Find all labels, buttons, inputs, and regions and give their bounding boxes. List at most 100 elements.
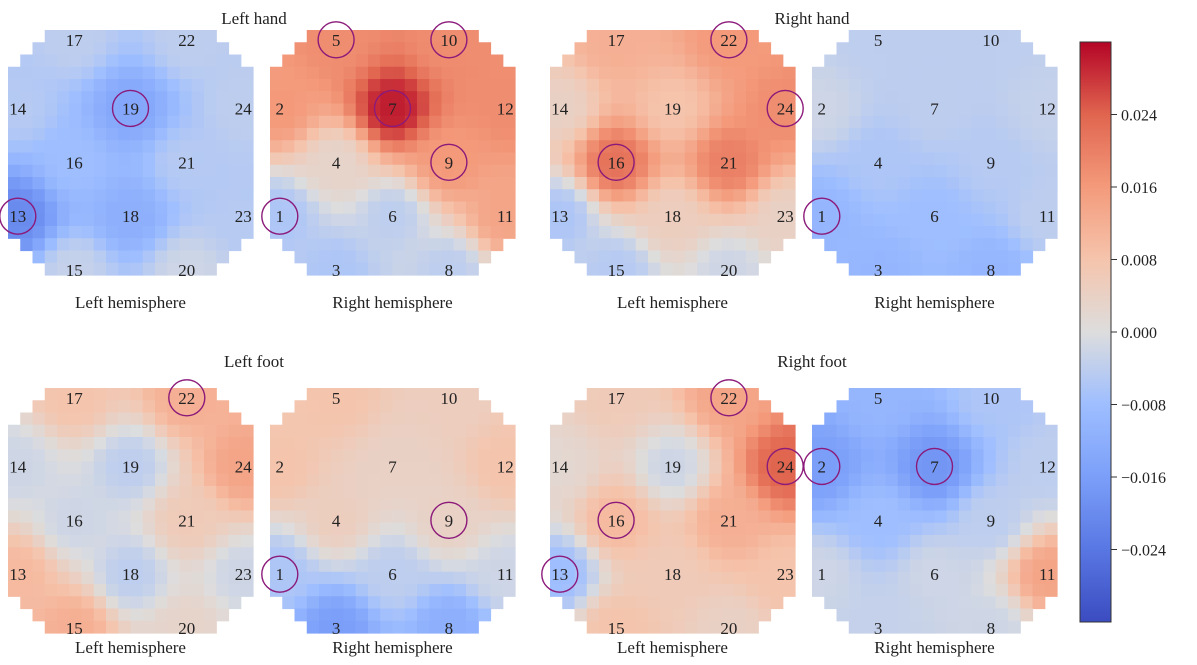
heat-cell [228, 461, 242, 475]
heat-cell [20, 473, 34, 487]
heat-cell [983, 412, 997, 426]
heat-cell [20, 152, 34, 166]
channel-label-22: 22 [178, 389, 195, 408]
heat-cell [204, 498, 217, 512]
heat-cell [885, 238, 899, 252]
highlight-ring-ch22 [168, 379, 206, 417]
heat-cell [118, 54, 132, 68]
heat-cell [240, 103, 254, 117]
heat-cell [81, 486, 95, 499]
heat-cell [502, 486, 516, 499]
heat-cell [770, 547, 784, 561]
heat-cell [758, 91, 772, 105]
heat-cell [770, 164, 784, 178]
heat-cell [466, 213, 479, 227]
heat-cell [971, 91, 985, 105]
heat-cell [586, 424, 600, 438]
heat-cell [1020, 103, 1034, 117]
heat-cell [946, 535, 960, 548]
heat-cell [441, 115, 455, 129]
heat-cell [417, 400, 430, 414]
heat-cell [355, 571, 369, 585]
heat-cell [995, 115, 1009, 129]
heat-cell [453, 42, 467, 56]
channel-label-17: 17 [66, 31, 84, 50]
heat-cell [885, 461, 899, 475]
channel-label-11: 11 [1039, 207, 1055, 226]
heat-cell [319, 115, 332, 129]
heat-cell [294, 424, 308, 438]
heat-cell [466, 437, 479, 450]
heat-cell [1008, 486, 1021, 499]
heat-cell [1044, 547, 1058, 561]
heat-cell [697, 79, 710, 92]
heat-cell [20, 498, 34, 512]
heat-cell [32, 559, 46, 573]
heat-cell [130, 140, 144, 154]
heat-cell [240, 486, 254, 499]
heat-cell [623, 559, 637, 573]
heat-cell [478, 510, 492, 524]
heat-cell [429, 54, 443, 68]
heat-cell [599, 498, 612, 512]
heat-cell [873, 115, 887, 129]
channel-label-3: 3 [332, 619, 341, 638]
heat-cell [824, 238, 838, 252]
heat-cell [922, 189, 936, 203]
channel-label-23: 23 [777, 207, 794, 226]
heat-cell [623, 30, 637, 43]
heat-cell [836, 608, 850, 622]
heat-cell [343, 115, 357, 129]
heat-cell [648, 620, 661, 634]
heat-cell [380, 437, 394, 450]
heat-cell [733, 547, 747, 561]
heat-cell [672, 79, 686, 92]
heat-cell [623, 473, 637, 487]
heat-cell [228, 547, 242, 561]
heat-cell [93, 250, 107, 264]
heat-cell [404, 596, 418, 610]
heat-cell [873, 596, 887, 610]
heat-cell [1020, 226, 1034, 239]
heat-cell [959, 596, 972, 610]
heat-cell [130, 510, 144, 524]
heat-cell [368, 559, 381, 573]
heat-cell [836, 115, 850, 129]
heat-cell [294, 177, 308, 190]
heat-cell [404, 42, 418, 56]
heat-cell [983, 596, 997, 610]
highlight-ring-ch1 [261, 555, 299, 593]
heat-cell [294, 473, 308, 487]
heat-cell [81, 91, 95, 105]
heat-cell [885, 437, 899, 450]
heat-cell [118, 535, 132, 548]
heat-cell [697, 152, 710, 166]
heat-cell [1008, 201, 1021, 215]
heat-cell [343, 547, 357, 561]
highlight-ring-ch16 [597, 501, 635, 539]
heat-cell [294, 449, 308, 463]
heat-cell [404, 79, 418, 92]
heat-cell [934, 226, 948, 239]
heat-cell [770, 559, 784, 573]
heat-cell [106, 238, 119, 252]
heat-cell [429, 177, 443, 190]
heat-cell [380, 262, 394, 276]
heat-cell [130, 115, 144, 129]
heat-cell [216, 412, 230, 426]
heat-cell [118, 91, 132, 105]
heat-cell [746, 596, 759, 610]
heat-cell [179, 42, 193, 56]
heat-cell [404, 128, 418, 141]
heat-cell [1020, 437, 1034, 450]
heat-cell [672, 412, 686, 426]
heat-cell [873, 571, 887, 585]
heat-cell [873, 201, 887, 215]
heat-cell [885, 400, 899, 414]
heat-cell [81, 608, 95, 622]
heat-cell [282, 449, 296, 463]
heat-cell [44, 449, 58, 463]
heat-cell [404, 571, 418, 585]
heat-cell [44, 498, 58, 512]
